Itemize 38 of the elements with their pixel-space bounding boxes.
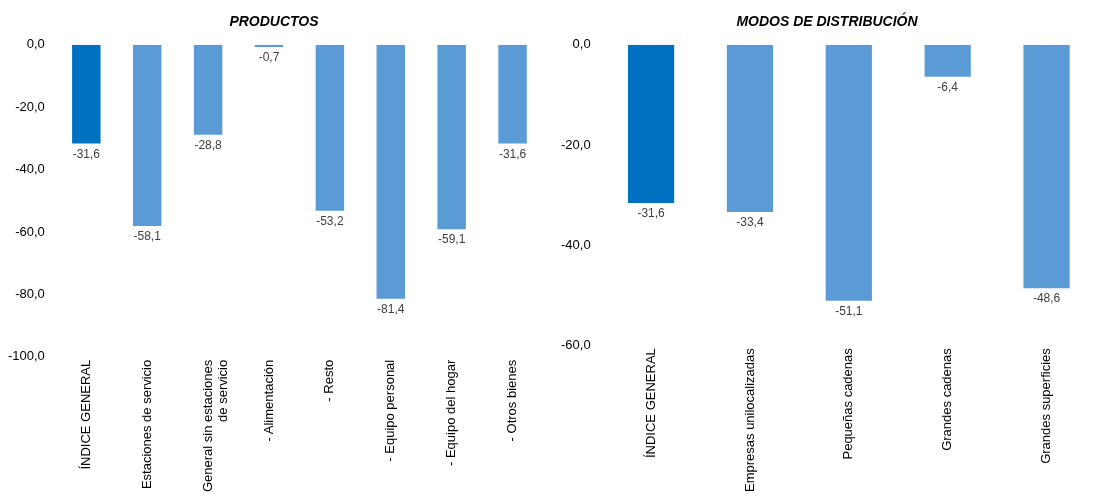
y-tick-label: 0,0	[26, 36, 45, 52]
y-tick-label: -20,0	[15, 98, 45, 114]
x-tick-label: Pequeñas cadenas	[840, 347, 856, 460]
data-label: -53,2	[316, 214, 344, 229]
data-label: -58,1	[133, 229, 162, 244]
x-tick-label: Empresas unilocalizadas	[741, 347, 757, 492]
data-label: -33,4	[736, 215, 764, 230]
x-tick-label: General sin estaciones de servicio	[199, 359, 231, 493]
x-tick-label: Estaciones de servicio	[138, 359, 154, 490]
y-tick-label: -60,0	[560, 336, 591, 352]
data-label: -28,8	[194, 137, 223, 152]
x-tick-label: - Resto	[321, 359, 337, 402]
x-tick-label: - Equipo personal	[382, 359, 398, 462]
chart-title: PRODUCTOS	[229, 13, 320, 30]
x-tick-label: ÍNDICE GENERAL	[77, 359, 93, 470]
y-tick-label: -60,0	[15, 223, 45, 239]
data-label: -0,7	[258, 50, 280, 65]
data-label: -31,6	[498, 146, 527, 161]
y-tick-label: -40,0	[15, 161, 45, 177]
x-tick-label: - Equipo del hogar	[443, 359, 459, 467]
data-label: -48,6	[1032, 291, 1061, 306]
data-label: -31,6	[637, 206, 666, 221]
data-label: -31,6	[72, 146, 101, 161]
data-label: -59,1	[437, 232, 466, 247]
y-tick-label: -20,0	[560, 136, 591, 152]
y-tick-label: 0,0	[572, 36, 591, 52]
data-label: -51,1	[835, 303, 863, 318]
x-tick-label: Grandes cadenas	[939, 347, 955, 451]
x-tick-label: - Otros bienes	[504, 359, 520, 442]
data-label: -81,4	[377, 302, 405, 317]
y-tick-label: -80,0	[15, 285, 45, 301]
x-tick-label: ÍNDICE GENERAL	[642, 348, 658, 459]
x-tick-label: - Alimentación	[260, 359, 276, 442]
y-tick-label: -100,0	[7, 348, 45, 364]
y-tick-label: -40,0	[560, 236, 591, 252]
data-label: -6,4	[937, 80, 959, 95]
chart-title: MODOS DE DISTRIBUCIÓN	[736, 12, 919, 30]
x-tick-label: Grandes superficies	[1038, 347, 1054, 464]
